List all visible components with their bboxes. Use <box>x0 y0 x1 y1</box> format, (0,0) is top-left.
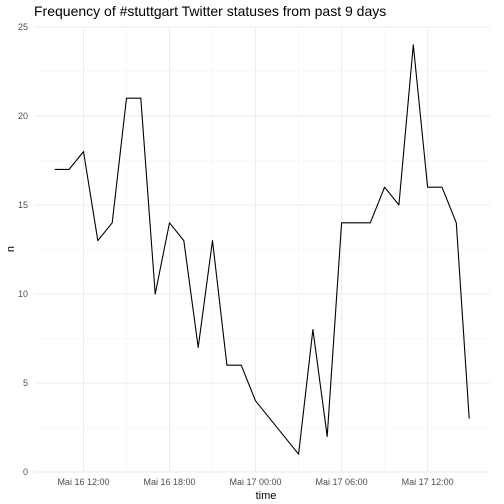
y-tick-label: 15 <box>18 200 28 210</box>
y-tick-label: 20 <box>18 111 28 121</box>
x-axis-label: time <box>256 490 277 502</box>
y-tick-label: 25 <box>18 22 28 32</box>
x-tick-label: Mai 17 00:00 <box>230 477 282 487</box>
x-axis-ticks: Mai 16 12:00 Mai 16 18:00 Mai 17 00:00 Mai … <box>57 477 453 487</box>
y-axis-label: n <box>5 246 17 252</box>
y-tick-label: 0 <box>23 467 28 477</box>
y-axis-ticks: 0 5 10 15 20 25 <box>18 22 28 477</box>
x-tick-label: Mai 16 18:00 <box>143 477 195 487</box>
series-line <box>54 44 470 455</box>
y-tick-label: 5 <box>23 378 28 388</box>
x-tick-label: Mai 16 12:00 <box>57 477 109 487</box>
y-tick-label: 10 <box>18 289 28 299</box>
chart-title: Frequency of #stuttgart Twitter statuses… <box>34 3 386 19</box>
x-tick-label: Mai 17 12:00 <box>402 477 454 487</box>
grid <box>34 26 490 473</box>
x-tick-label: Mai 17 06:00 <box>316 477 368 487</box>
